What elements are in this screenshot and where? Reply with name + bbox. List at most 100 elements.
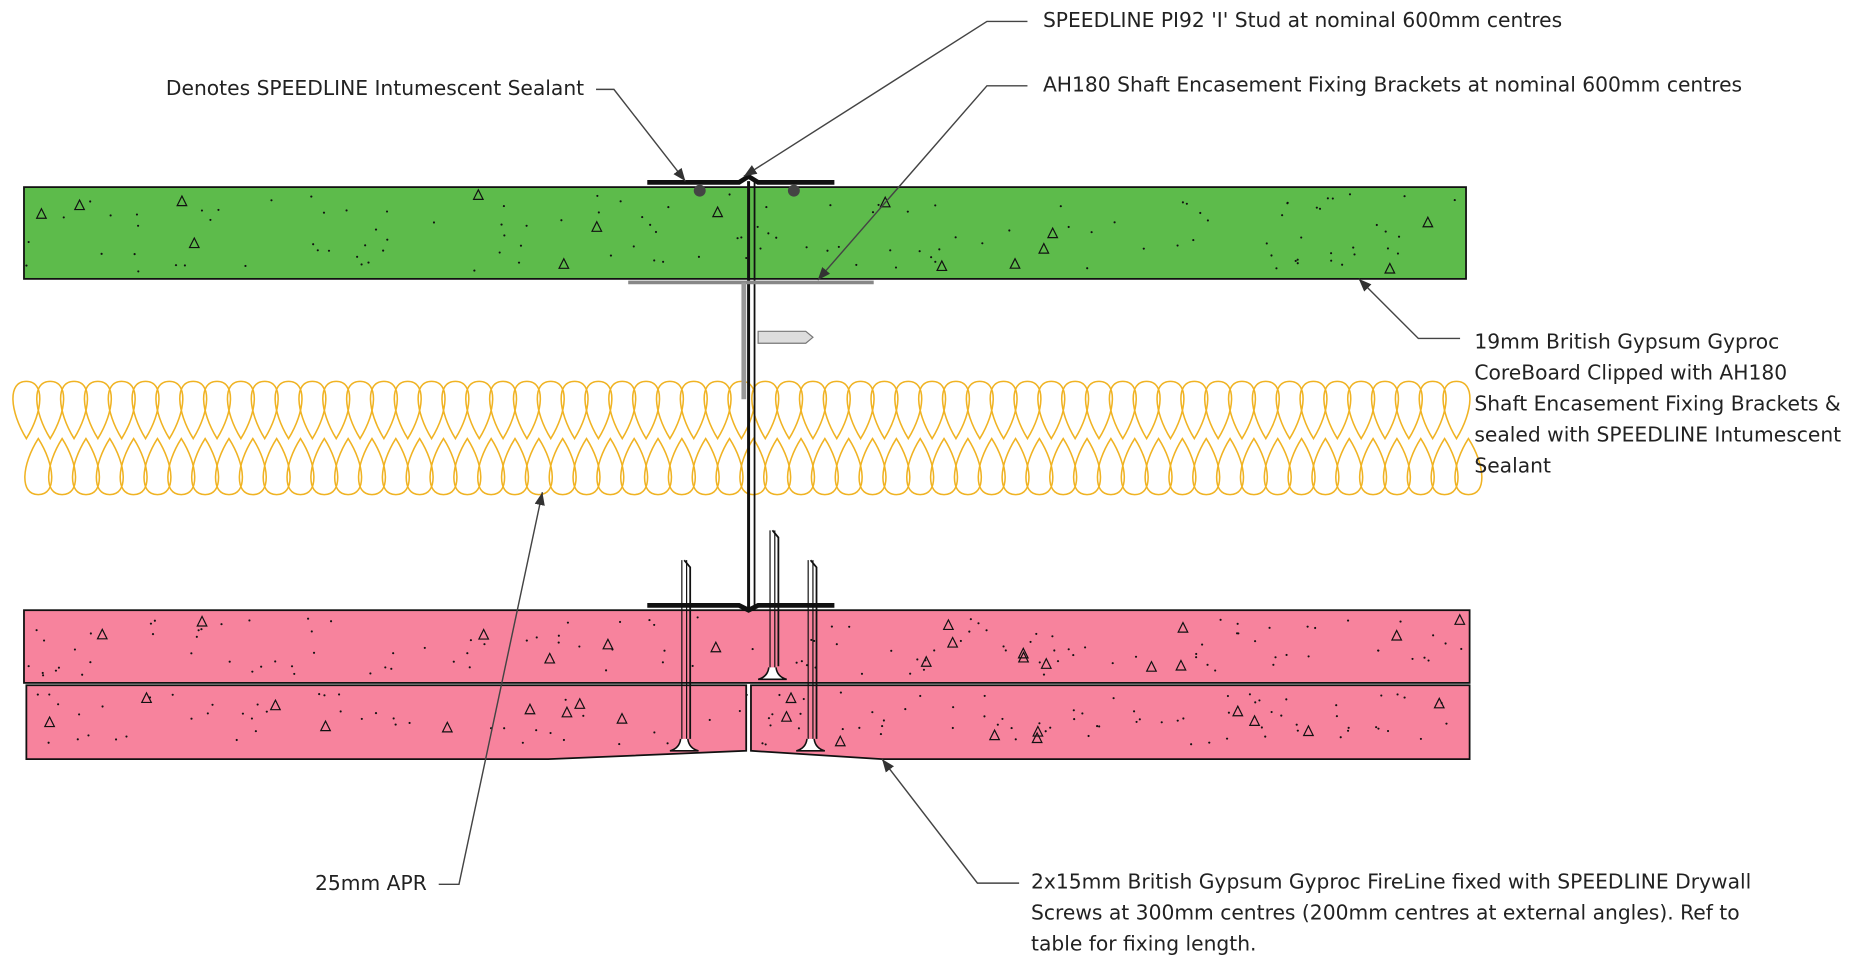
aggregate xyxy=(78,713,81,716)
aggregate xyxy=(1390,629,1403,641)
aggregate xyxy=(1008,229,1011,232)
aggregate xyxy=(810,638,813,642)
aggregate xyxy=(1294,259,1297,263)
aggregate xyxy=(1044,730,1047,733)
insulation-loop xyxy=(965,380,1006,496)
aggregate xyxy=(696,616,699,619)
aggregate xyxy=(1347,726,1350,729)
aggregate xyxy=(906,210,909,213)
aggregate xyxy=(274,660,277,663)
aggregate xyxy=(799,712,802,715)
aggregate xyxy=(1017,651,1030,663)
aggregate xyxy=(432,221,436,224)
aggregate xyxy=(1004,649,1007,652)
aggregate xyxy=(834,734,847,747)
aggregate xyxy=(535,636,538,639)
label: 25mm APR xyxy=(315,871,427,895)
aggregate xyxy=(310,195,313,198)
bracket-screw xyxy=(757,330,814,344)
label: Screws at 300mm centres (200mm centres a… xyxy=(1031,901,1740,925)
insulation-loop xyxy=(1418,380,1459,496)
aggregate xyxy=(855,263,858,266)
aggregate xyxy=(805,246,808,249)
aggregate xyxy=(1339,736,1342,739)
aggregate xyxy=(228,660,231,663)
aggregate xyxy=(1302,724,1315,737)
aggregate xyxy=(517,261,521,264)
aggregate xyxy=(738,709,741,713)
aggregate xyxy=(171,693,174,696)
aggregate xyxy=(558,257,570,269)
insulation-loop xyxy=(441,380,482,496)
aggregate xyxy=(654,230,658,234)
aggregate xyxy=(1201,643,1204,646)
aggregate xyxy=(140,691,153,704)
aggregate xyxy=(483,643,486,646)
aggregate xyxy=(200,628,203,631)
aggregate xyxy=(211,703,214,706)
aggregate xyxy=(959,639,962,643)
aggregate xyxy=(767,232,770,235)
insulation-loop xyxy=(465,380,506,496)
aggregate xyxy=(360,717,363,720)
aggregate xyxy=(641,216,644,219)
aggregate xyxy=(1087,734,1090,738)
insulation-loop xyxy=(202,380,244,496)
aggregate xyxy=(27,240,30,244)
insulation-loop xyxy=(488,380,530,496)
label: table for fixing length. xyxy=(1031,932,1256,956)
aggregate xyxy=(1049,726,1052,729)
aggregate xyxy=(1219,618,1222,621)
aggregate xyxy=(293,672,296,675)
aggregate xyxy=(871,711,874,714)
aggregate xyxy=(1445,722,1448,725)
aggregate xyxy=(841,728,844,731)
aggregate xyxy=(423,646,426,649)
aggregate xyxy=(1009,257,1021,269)
aggregate xyxy=(1331,197,1334,200)
aggregate xyxy=(543,652,556,664)
aggregate xyxy=(1072,709,1075,712)
screw-head xyxy=(757,667,787,681)
aggregate xyxy=(503,234,506,237)
aggregate xyxy=(1195,656,1198,659)
aggregate xyxy=(618,620,622,624)
leader xyxy=(743,20,1028,177)
aggregate xyxy=(930,256,933,259)
aggregate xyxy=(25,264,28,267)
aggregate xyxy=(1432,634,1435,637)
aggregate xyxy=(564,698,567,701)
aggregate xyxy=(1454,613,1466,625)
aggregate xyxy=(197,629,200,632)
aggregate xyxy=(1296,258,1299,261)
aggregate xyxy=(977,622,980,625)
leader xyxy=(881,758,1020,884)
aggregate xyxy=(618,743,621,746)
insulation-loop xyxy=(941,380,982,496)
aggregate xyxy=(968,630,971,633)
aggregate xyxy=(1040,657,1053,669)
aggregate xyxy=(557,641,560,644)
aggregate xyxy=(745,693,748,696)
insulation-loop xyxy=(1394,380,1435,496)
aggregate xyxy=(96,627,108,640)
insulation-loop xyxy=(1227,380,1269,496)
aggregate xyxy=(582,714,585,717)
aggregate xyxy=(764,743,767,746)
aggregate xyxy=(604,669,608,672)
stud xyxy=(628,173,874,613)
insulation-loop xyxy=(179,380,220,496)
aggregate xyxy=(1182,717,1185,720)
aggregate xyxy=(1295,723,1298,726)
aggregate xyxy=(1192,239,1195,242)
aggregate xyxy=(1384,230,1387,233)
aggregate xyxy=(153,619,156,622)
aggregate xyxy=(1403,696,1406,699)
aggregate xyxy=(1348,193,1352,196)
insulation-loop xyxy=(917,380,959,496)
aggregate xyxy=(241,712,244,715)
aggregate xyxy=(1254,701,1257,704)
aggregate xyxy=(48,693,51,696)
aggregate xyxy=(329,620,333,623)
aggregate xyxy=(316,249,319,252)
